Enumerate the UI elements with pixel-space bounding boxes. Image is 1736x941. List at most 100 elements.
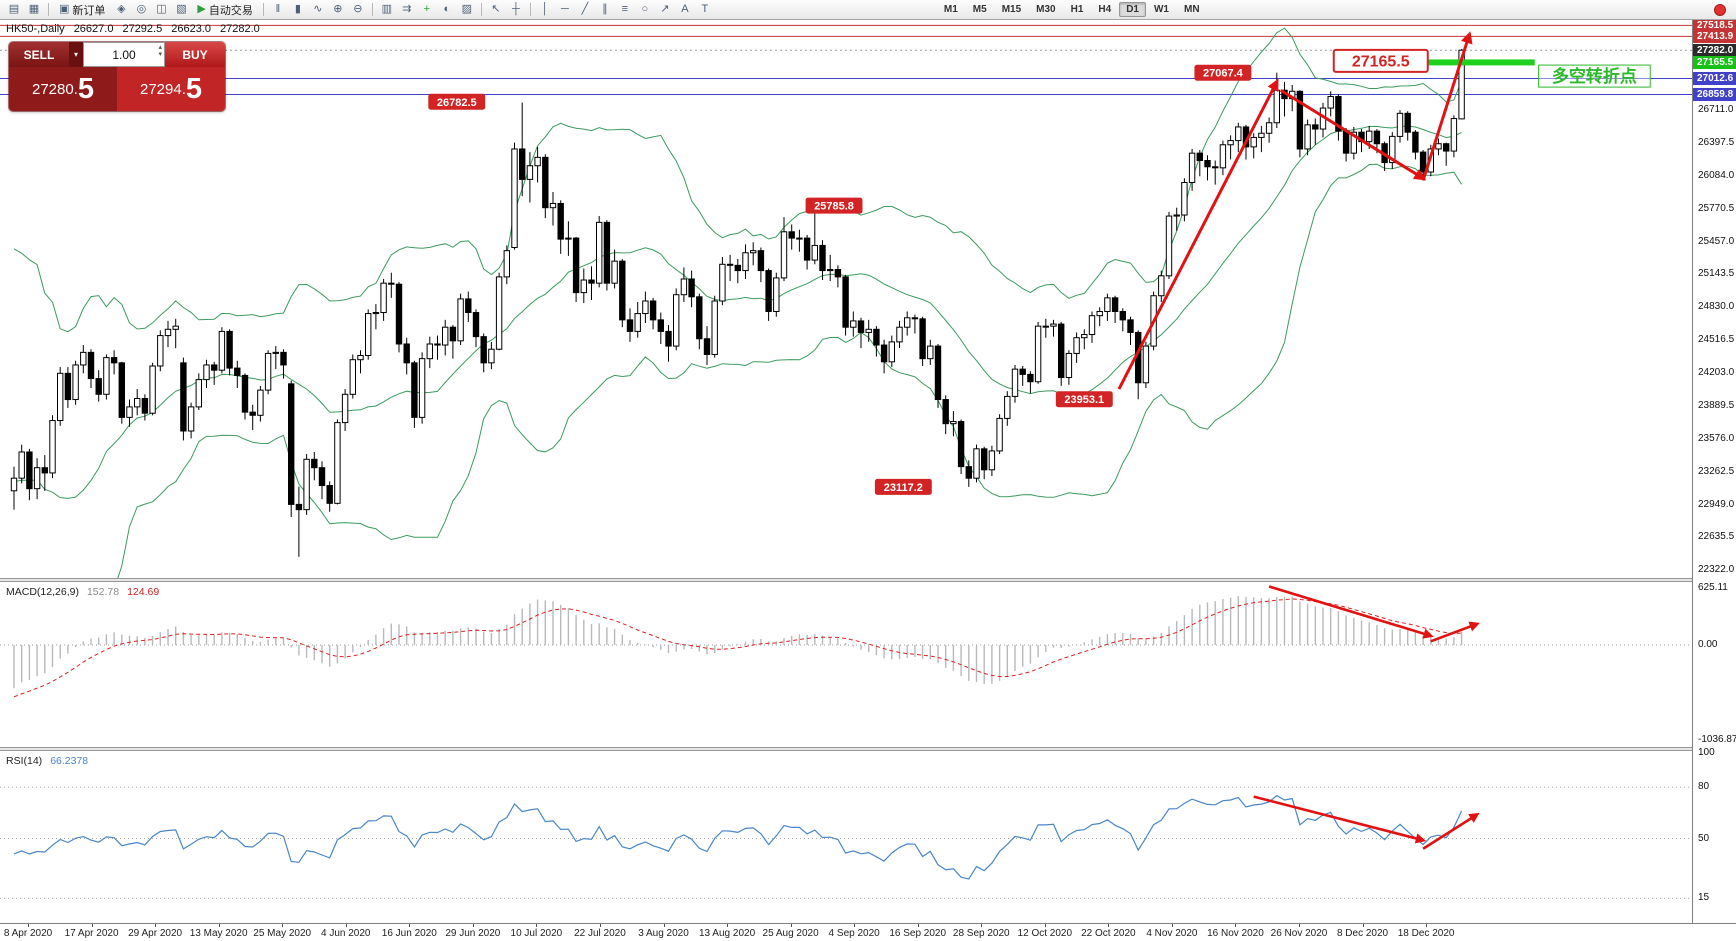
price-callout-27165.5[interactable]: 27165.5	[1332, 48, 1429, 73]
trendline-icon[interactable]: ╱	[575, 1, 595, 18]
auto-scroll-icon[interactable]: ⇉	[397, 1, 417, 18]
macd-axis-label: 625.11	[1698, 581, 1728, 593]
price-callout-23953.1[interactable]: 23953.1	[1055, 391, 1113, 408]
time-axis[interactable]: 8 Apr 2020 17 Apr 2020 29 Apr 2020 13 May 2…	[0, 923, 1736, 941]
ohlc-high: 27292.5	[122, 23, 163, 35]
candlestick-icon[interactable]: ▮	[288, 1, 308, 18]
volume-up-icon[interactable]: ▴	[158, 44, 162, 51]
macd-arrow-1[interactable]	[1268, 585, 1434, 639]
zoom-in-icon[interactable]: ⊕	[328, 1, 348, 18]
time-axis-label: 28 Sep 2020	[952, 928, 1010, 939]
sell-price-big-digit: 5	[77, 72, 95, 105]
autotrade-button[interactable]: ▶ 自动交易	[191, 1, 258, 18]
volume-value: 1.00	[112, 47, 136, 62]
rsi-arrow-2[interactable]	[1422, 812, 1480, 850]
timeframe-m30[interactable]: M30	[1036, 4, 1056, 15]
volume-down-icon[interactable]: ▾	[158, 51, 162, 58]
ellipse-icon[interactable]: ○	[635, 1, 655, 18]
price-axis[interactable]: 26711.0 26397.5 26084.0 25770.5 25457.0 25143…	[1692, 18, 1736, 923]
buy-button[interactable]: BUY	[165, 42, 225, 67]
sell-price[interactable]: 27280. 5	[9, 67, 117, 111]
horizontal-line-icon[interactable]: ─	[555, 1, 575, 18]
green-resistance-bar[interactable]	[1426, 59, 1535, 66]
trendline-icon-glyph: ╱	[581, 3, 589, 15]
volume-input[interactable]: 1.00 ▴ ▾	[83, 42, 165, 67]
timeframe-w1[interactable]: W1	[1153, 4, 1169, 15]
order-options-dropdown[interactable]: ▾	[69, 42, 83, 67]
ellipse-icon-glyph: ○	[641, 3, 649, 15]
time-axis-label: 18 Dec 2020	[1397, 928, 1455, 939]
bar-chart-icon[interactable]: ‖	[268, 1, 288, 18]
vertical-line-icon[interactable]: │	[535, 1, 555, 18]
one-click-trading-panel: SELL ▾ 1.00 ▴ ▾ BUY 27280. 5 27294.	[9, 42, 225, 111]
buy-price-big-digit: 5	[185, 72, 203, 105]
data-window-icon[interactable]: ◫	[151, 1, 171, 18]
line-chart-icon[interactable]: ∿	[308, 1, 328, 18]
panel-separator[interactable]	[0, 747, 1736, 751]
tile-windows-icon[interactable]: ▥	[377, 1, 397, 18]
zoom-out-icon-glyph: ⊖	[353, 3, 363, 15]
arrows-icon[interactable]: ↗	[655, 1, 675, 18]
trend-arrow-1[interactable]	[1117, 78, 1279, 390]
alert-badge-icon[interactable]	[1714, 3, 1726, 16]
rsi-axis-label: 80	[1698, 781, 1710, 793]
time-axis-label: 16 Jun 2020	[381, 928, 437, 939]
timeframe-m15[interactable]: M15	[1001, 4, 1022, 15]
price-callout-23117.2[interactable]: 23117.2	[874, 478, 932, 495]
profiles-icon[interactable]: ▦	[24, 1, 44, 18]
price-callout-25785.8[interactable]: 25785.8	[805, 197, 863, 214]
templates-icon[interactable]: ▨	[457, 1, 477, 18]
new-order-button[interactable]: ▣ 新订单	[53, 1, 111, 18]
time-axis-label: 29 Apr 2020	[128, 928, 183, 939]
metaeditor-icon[interactable]: ◈	[111, 1, 131, 18]
zoom-out-icon[interactable]: ⊖	[348, 1, 368, 18]
macd-signal-line	[13, 598, 1462, 698]
price-callout-27067.4[interactable]: 27067.4	[1194, 64, 1252, 81]
mql-community-icon[interactable]: ◎	[131, 1, 151, 18]
time-axis-label: 4 Nov 2020	[1146, 928, 1198, 939]
trend-arrow-2[interactable]	[1279, 88, 1427, 181]
periods-icon[interactable]: ◐	[437, 1, 457, 18]
rsi-name: RSI(14)	[6, 755, 43, 767]
macd-panel[interactable]	[0, 582, 1692, 747]
price-callout-26782.5[interactable]: 26782.5	[428, 93, 486, 110]
symbol-name: HK50-,Daily	[6, 23, 65, 35]
time-axis-label: 26 Nov 2020	[1270, 928, 1328, 939]
indicators-icon[interactable]: +	[417, 1, 437, 18]
sell-price-main: 27280.	[31, 80, 78, 98]
macd-arrow-2[interactable]	[1430, 621, 1480, 643]
channel-icon[interactable]: ∥	[595, 1, 615, 18]
cursor-icon[interactable]: ↖	[486, 1, 506, 18]
svg-text:25785.8: 25785.8	[814, 201, 854, 213]
time-axis-label: 25 May 2020	[253, 928, 312, 939]
fibonacci-icon-glyph: ≡	[621, 3, 629, 15]
timeframe-mn[interactable]: MN	[1183, 4, 1200, 15]
autotrade-icon: ▶	[197, 3, 206, 15]
bar-chart-icon-glyph: ‖	[275, 3, 281, 15]
timeframe-d1[interactable]: D1	[1119, 2, 1146, 17]
zoom-in-icon-glyph: ⊕	[333, 3, 343, 15]
navigator-icon[interactable]: ▧	[171, 1, 191, 18]
timeframe-h4[interactable]: H4	[1098, 4, 1112, 15]
cursor-icon-glyph: ↖	[491, 3, 501, 15]
timeframe-h1[interactable]: H1	[1070, 4, 1084, 15]
crosshair-icon[interactable]: ┼	[506, 1, 526, 18]
timeframe-m1[interactable]: M1	[943, 4, 958, 15]
text-icon[interactable]: A	[675, 1, 695, 18]
data-window-icon-glyph: ◫	[156, 3, 167, 15]
horizontal-line-icon-glyph: ─	[560, 3, 569, 15]
note-box[interactable]	[1538, 64, 1651, 88]
price-chart[interactable]: 26782.5 25785.8 27067.4 23953.1 23117.2 27165…	[0, 20, 1692, 578]
trend-arrow-3[interactable]	[1421, 31, 1473, 181]
time-axis-label: 13 May 2020	[189, 928, 248, 939]
timeframe-m5[interactable]: M5	[972, 4, 987, 15]
rsi-arrow-1[interactable]	[1253, 795, 1427, 844]
fibonacci-icon[interactable]: ≡	[615, 1, 635, 18]
price-axis-label: 26397.5	[1698, 136, 1735, 148]
rsi-panel[interactable]	[0, 751, 1692, 923]
new-chart-icon[interactable]: ▤	[4, 1, 24, 18]
text-label-icon[interactable]: T	[695, 1, 715, 18]
buy-price[interactable]: 27294. 5	[117, 67, 225, 111]
sell-button[interactable]: SELL	[9, 42, 69, 67]
panel-separator[interactable]	[0, 578, 1736, 582]
